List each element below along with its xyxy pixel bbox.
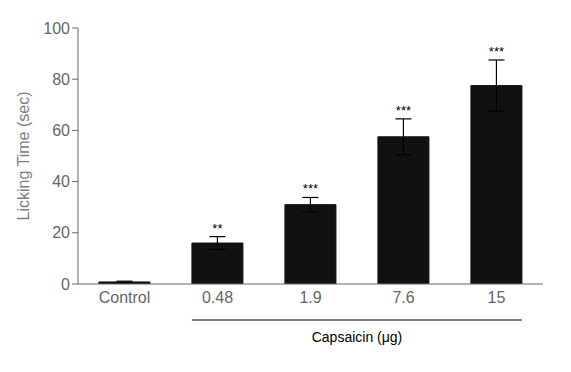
svg-text:100: 100 [43,20,70,37]
svg-text:**: ** [212,221,222,236]
svg-text:1.9: 1.9 [299,289,321,306]
svg-text:60: 60 [52,122,70,139]
svg-text:***: *** [303,181,318,196]
svg-text:Licking Time (sec): Licking Time (sec) [15,92,32,221]
svg-text:0.48: 0.48 [202,289,233,306]
svg-text:80: 80 [52,71,70,88]
svg-text:Capsaicin (μg): Capsaicin (μg) [312,329,403,345]
svg-text:20: 20 [52,224,70,241]
svg-text:***: *** [489,44,504,59]
svg-text:Control: Control [99,289,151,306]
svg-text:***: *** [396,103,411,118]
svg-text:40: 40 [52,173,70,190]
svg-text:0: 0 [61,276,70,293]
svg-text:15: 15 [488,289,506,306]
svg-text:7.6: 7.6 [392,289,414,306]
